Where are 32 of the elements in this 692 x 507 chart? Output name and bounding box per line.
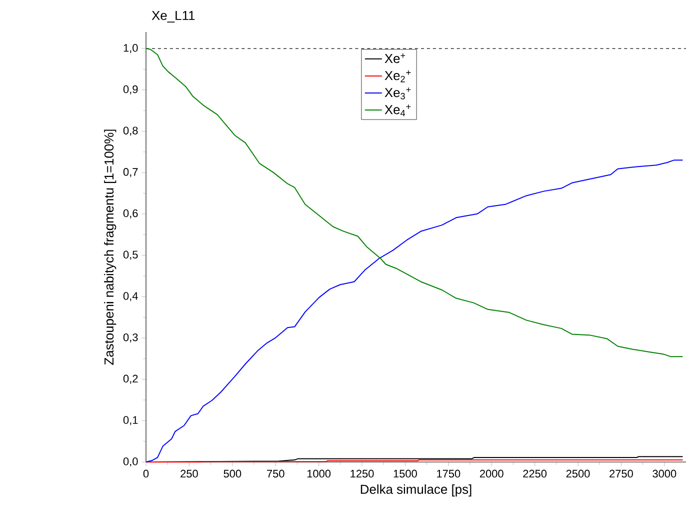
y-tick-label: 0,7 [123,168,138,178]
y-tick-label: 0,1 [123,416,138,426]
x-tick-label: 1750 [437,470,460,478]
x-tick-label: 2500 [566,470,590,478]
x-tick-label: 250 [180,470,198,478]
y-tick-label: 0,3 [123,333,138,342]
x-tick-label: 2750 [610,470,633,478]
legend-label: Xe$_{2}$+ [384,70,411,82]
x-axis-title: Delka simulace [ps] [360,484,472,496]
legend-label: Xe$^{+}$ [384,53,406,64]
x-tick-label: 500 [224,470,242,478]
x-tick-label: 3000 [652,470,676,478]
y-axis-title: Zastoupeni nabitych fragmentu [1=100%] [104,130,116,365]
x-tick-label: 0 [143,470,149,478]
y-tick-label: 0,5 [123,250,138,260]
y-tick-label: 0,4 [123,292,138,302]
y-tick-label: 0,2 [123,374,138,384]
chart-title: Xe_L11 [152,11,195,22]
x-tick-label: 2250 [523,470,547,478]
x-tick-label: 1500 [394,470,417,478]
x-tick-label: 1000 [307,470,331,478]
line-series [146,160,684,462]
y-tick-label: 1,0 [124,44,138,54]
y-tick-label: 0,9 [123,85,138,94]
y-tick-label: 0,0 [123,457,138,467]
x-tick-label: 1250 [350,470,374,478]
x-tick-label: 2000 [480,470,504,478]
legend-label: Xe$_{4}$+ [384,104,411,116]
legend-label: Xe$_{3}$+ [384,87,411,100]
y-tick-label: 0,6 [123,209,138,218]
x-tick-label: 750 [267,470,284,478]
y-tick-label: 0,8 [123,126,138,136]
